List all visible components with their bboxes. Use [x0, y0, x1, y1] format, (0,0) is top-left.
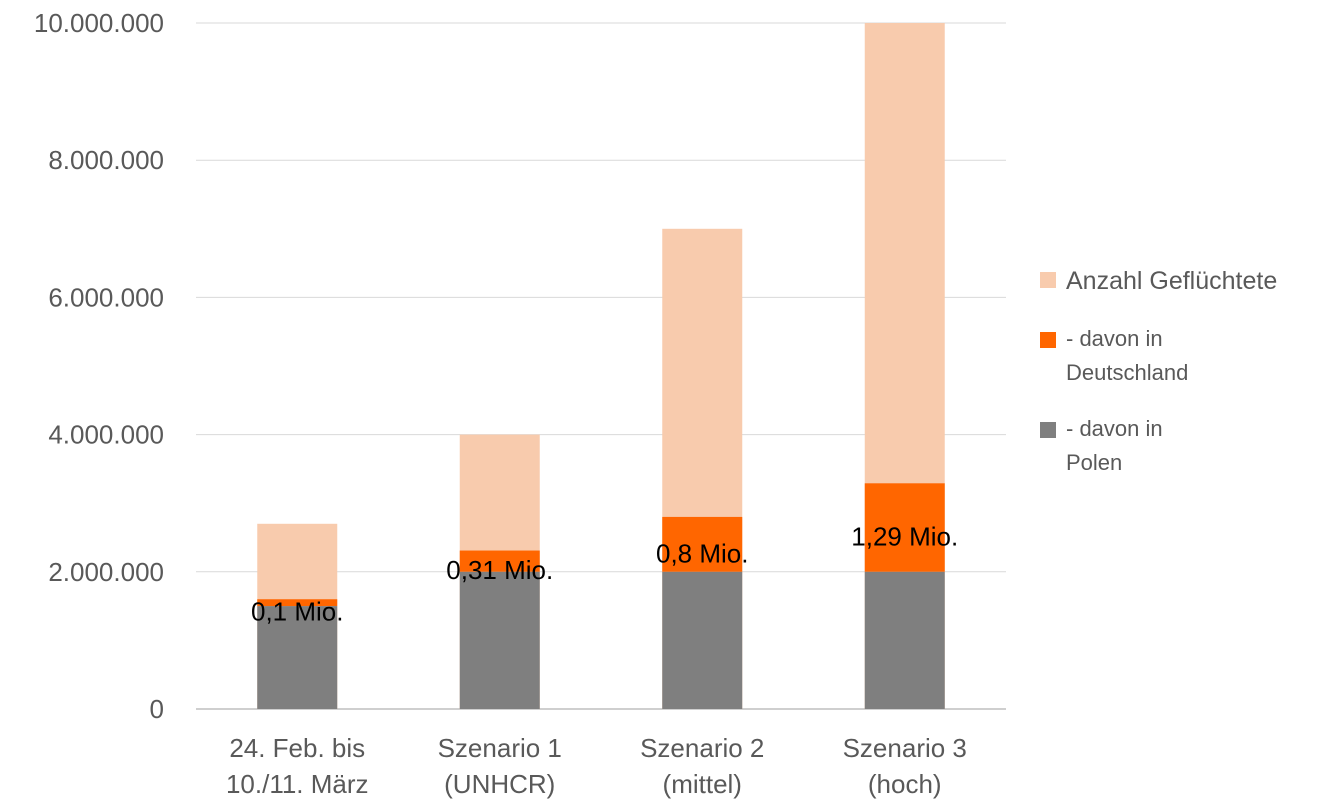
- y-tick-label: 4.000.000: [48, 420, 164, 450]
- legend-swatch-total: [1040, 272, 1056, 288]
- y-axis-ticks: 0 2.000.000 4.000.000 6.000.000 8.000.000 10.…: [34, 8, 164, 724]
- legend-swatch-germany: [1040, 332, 1056, 348]
- data-labels: 0,1 Mio. 0,31 Mio. 0,8 Mio. 1,29 Mio.: [251, 522, 958, 627]
- bar-poland: [662, 571, 743, 709]
- bar-poland: [459, 571, 540, 709]
- x-category-label: 24. Feb. bis: [229, 733, 365, 763]
- legend: Anzahl Geflüchtete - davon in Deutschlan…: [1040, 262, 1320, 502]
- y-tick-label: 8.000.000: [48, 145, 164, 175]
- legend-label-total: Anzahl Geflüchtete: [1066, 267, 1278, 295]
- x-axis-categories: 24. Feb. bis 10./11. März Szenario 1 (UNHCR…: [226, 733, 967, 799]
- data-label: 0,8 Mio.: [656, 538, 749, 568]
- x-category-label: Szenario 1: [438, 733, 562, 763]
- x-category-label: 10./11. März: [226, 769, 369, 799]
- bar-germany: [662, 516, 743, 572]
- bars: [257, 23, 945, 710]
- legend-swatch-poland: [1040, 422, 1056, 438]
- bar-poland: [257, 606, 338, 709]
- legend-item-total: Anzahl Geflüchtete: [1040, 262, 1320, 300]
- x-category-label: (mittel): [663, 769, 742, 799]
- bar-germany: [257, 599, 338, 607]
- legend-label-poland: - davon in Polen: [1066, 416, 1163, 475]
- data-label: 1,29 Mio.: [851, 522, 958, 552]
- data-label: 0,31 Mio.: [446, 555, 553, 585]
- legend-label-germany: - davon in Deutschland: [1066, 326, 1189, 385]
- x-category-label: (hoch): [868, 769, 942, 799]
- bar-poland: [864, 571, 945, 709]
- legend-item-poland: - davon in Polen: [1040, 412, 1320, 480]
- legend-item-germany: - davon in Deutschland: [1040, 322, 1320, 390]
- y-tick-label: 0: [150, 694, 164, 724]
- y-tick-label: 10.000.000: [34, 8, 164, 38]
- y-tick-label: 6.000.000: [48, 282, 164, 312]
- bar-germany: [459, 550, 540, 572]
- x-category-label: Szenario 3: [843, 733, 967, 763]
- x-category-label: (UNHCR): [444, 769, 555, 799]
- data-label: 0,1 Mio.: [251, 597, 344, 627]
- bar-germany: [864, 483, 945, 572]
- x-category-label: Szenario 2: [640, 733, 764, 763]
- y-tick-label: 2.000.000: [48, 557, 164, 587]
